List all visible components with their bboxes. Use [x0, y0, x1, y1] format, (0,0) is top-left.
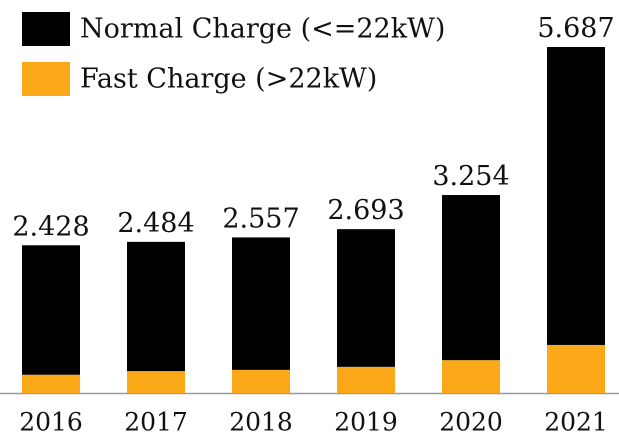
legend-swatch: [22, 62, 70, 96]
bar-segment: [442, 360, 500, 393]
bar-segment: [127, 241, 185, 372]
bar-segment: [22, 245, 80, 375]
total-label: 3.254: [432, 161, 509, 192]
total-label: 5.687: [537, 13, 614, 44]
x-tick-label: 2016: [19, 408, 83, 437]
bar-segment: [547, 47, 605, 345]
x-tick-label: 2017: [124, 408, 188, 437]
bar-segment: [547, 344, 605, 393]
bar-segment: [442, 195, 500, 361]
bar-segment: [337, 366, 395, 393]
legend-label: Fast Charge (>22kW): [80, 64, 377, 95]
total-label: 2.484: [117, 208, 194, 239]
legend-label: Normal Charge (<=22kW): [80, 14, 445, 45]
total-label: 2.557: [222, 203, 299, 234]
total-label: 2.428: [12, 211, 89, 242]
legend-swatch: [22, 12, 70, 46]
x-tick-label: 2020: [439, 408, 503, 437]
x-tick-label: 2021: [544, 408, 608, 437]
bar-segment: [232, 237, 290, 370]
total-label: 2.693: [327, 195, 404, 226]
bar-segment: [232, 369, 290, 393]
bar-segment: [22, 374, 80, 393]
bar-segment: [127, 371, 185, 393]
bar-segment: [337, 229, 395, 367]
x-tick-label: 2018: [229, 408, 293, 437]
x-tick-label: 2019: [334, 408, 398, 437]
